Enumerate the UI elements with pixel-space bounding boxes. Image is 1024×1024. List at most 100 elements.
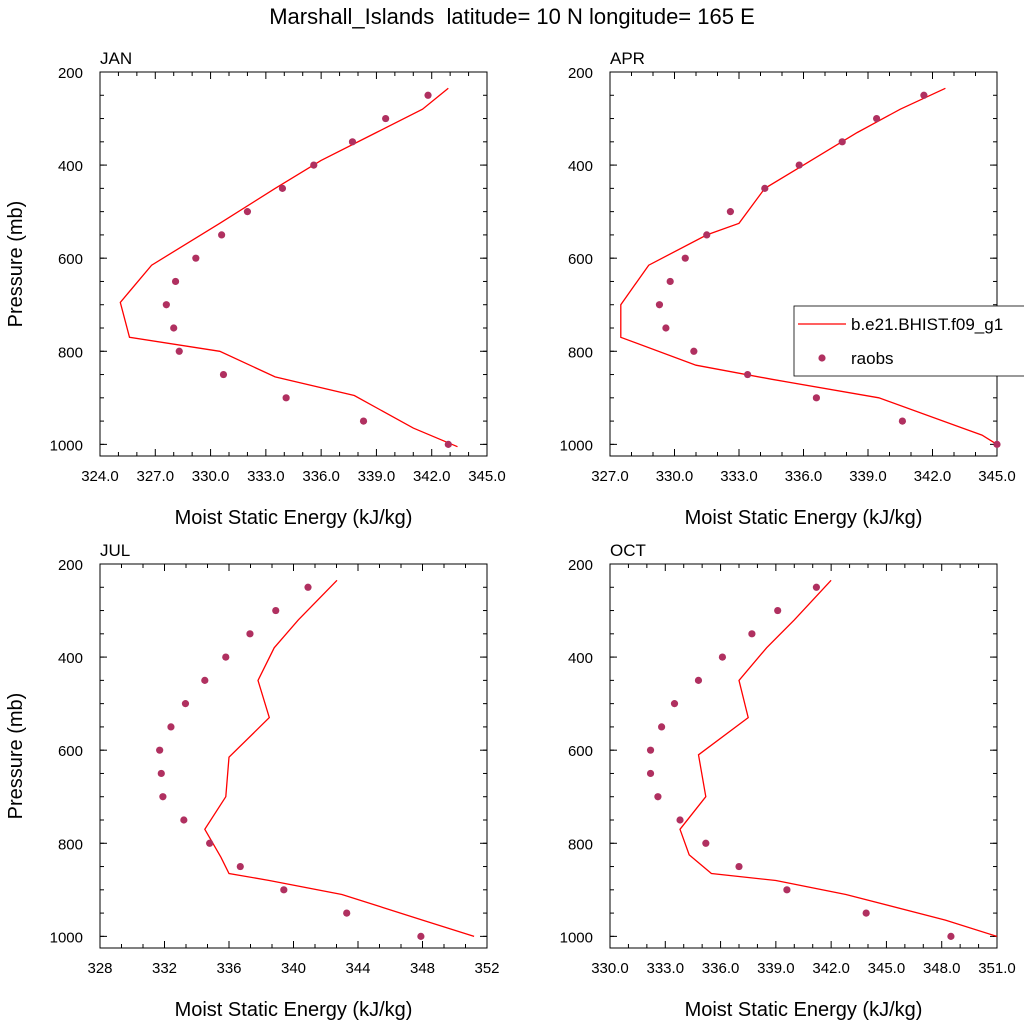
y-tick-label: 800	[568, 344, 593, 361]
raobs-point	[774, 606, 782, 615]
x-tick-label: 327.0	[137, 468, 175, 485]
panel-title: APR	[610, 49, 645, 68]
raobs-point	[181, 700, 190, 708]
raobs-point	[282, 394, 290, 402]
y-axis-label: Pressure (mb)	[5, 693, 27, 820]
y-tick-label: 1000	[560, 929, 593, 946]
y-tick-label: 200	[568, 557, 593, 574]
raobs-point	[703, 231, 711, 239]
raobs-point	[662, 324, 670, 332]
y-tick-label: 400	[58, 650, 83, 667]
x-axis-label: Moist Static Energy (kJ/kg)	[175, 999, 413, 1021]
raobs-point	[171, 277, 180, 286]
raobs-point	[658, 723, 666, 731]
raobs-point	[175, 347, 183, 355]
x-tick-label: 336	[216, 960, 241, 977]
raobs-point	[359, 417, 368, 425]
y-tick-label: 400	[568, 650, 593, 667]
x-tick-label: 333.0	[247, 468, 285, 485]
x-tick-label: 333.0	[720, 468, 758, 485]
raobs-point	[761, 184, 769, 192]
x-axis-label: Moist Static Energy (kJ/kg)	[685, 999, 923, 1021]
raobs-point	[654, 793, 662, 801]
model-profile-line	[204, 579, 475, 938]
x-tick-label: 342.0	[812, 960, 850, 977]
y-tick-label: 600	[58, 743, 83, 760]
x-tick-label: 348.0	[923, 960, 961, 977]
x-tick-label: 345.0	[978, 468, 1016, 485]
raobs-point	[280, 886, 288, 894]
panel-title: JUL	[100, 541, 130, 560]
y-tick-label: 1000	[560, 437, 593, 454]
raobs-point	[812, 583, 821, 591]
raobs-point	[343, 909, 351, 917]
legend-model-label: b.e21.BHIST.f09_g1	[851, 315, 1003, 334]
raobs-point	[783, 886, 791, 894]
x-tick-label: 339.0	[358, 468, 396, 485]
raobs-point	[236, 862, 244, 871]
x-tick-label: 336.0	[702, 960, 740, 977]
raobs-point	[795, 161, 803, 169]
model-profile-line	[679, 579, 997, 938]
legend-marker-swatch	[818, 354, 826, 362]
raobs-point	[382, 114, 390, 123]
raobs-point	[920, 91, 928, 99]
panel-title: JAN	[100, 49, 132, 68]
x-tick-label: 333.0	[647, 960, 685, 977]
y-tick-label: 200	[58, 557, 83, 574]
raobs-point	[444, 440, 452, 448]
plot-frame	[99, 563, 488, 949]
panel-title: OCT	[610, 541, 646, 560]
x-tick-label: 336.0	[302, 468, 340, 485]
panel-jan: 324.0 327.0 330.0 333.0 336.0 339.0 342.0 345.0…	[5, 49, 506, 529]
raobs-point	[748, 630, 756, 638]
raobs-point	[167, 723, 175, 731]
raobs-point	[646, 746, 655, 754]
raobs-point	[646, 769, 655, 778]
x-tick-label: 330.0	[192, 468, 230, 485]
y-tick-label: 200	[58, 65, 83, 82]
raobs-point	[206, 839, 214, 847]
raobs-point	[348, 138, 357, 146]
x-tick-label: 339.0	[757, 960, 795, 977]
x-tick-label: 330.0	[591, 960, 629, 977]
raobs-point	[170, 324, 178, 332]
raobs-point	[157, 769, 165, 778]
raobs-point	[246, 630, 254, 638]
raobs-point	[694, 676, 703, 684]
raobs-point	[670, 700, 679, 708]
raobs-point	[690, 347, 698, 355]
y-tick-label: 400	[568, 158, 593, 175]
x-tick-label: 328	[87, 960, 112, 977]
y-axis-label: Pressure (mb)	[5, 201, 27, 328]
raobs-point	[726, 208, 735, 216]
legend-box	[793, 305, 1024, 377]
raobs-point	[744, 370, 752, 379]
y-tick-label: 200	[568, 65, 593, 82]
raobs-point	[159, 793, 167, 801]
raobs-point	[417, 932, 425, 940]
raobs-point	[718, 653, 727, 661]
raobs-point	[243, 208, 252, 216]
raobs-point	[676, 816, 684, 824]
raobs-point	[655, 301, 664, 309]
plot-frame	[609, 71, 998, 457]
x-tick-label: 342.0	[413, 468, 451, 485]
x-tick-label: 336.0	[785, 468, 823, 485]
model-profile-line	[620, 87, 997, 445]
raobs-point	[666, 277, 674, 286]
raobs-point	[278, 184, 287, 192]
y-tick-label: 1000	[50, 437, 83, 454]
raobs-point	[304, 583, 312, 591]
x-tick-label: 348	[410, 960, 435, 977]
x-tick-label: 330.0	[656, 468, 694, 485]
legend-obs-label: raobs	[851, 349, 894, 368]
y-tick-label: 1000	[50, 929, 83, 946]
raobs-point	[993, 440, 1001, 448]
y-tick-label: 800	[58, 344, 83, 361]
raobs-point	[156, 746, 164, 754]
x-tick-label: 352	[474, 960, 499, 977]
x-tick-label: 351.0	[978, 960, 1016, 977]
plot-frame	[99, 71, 488, 457]
